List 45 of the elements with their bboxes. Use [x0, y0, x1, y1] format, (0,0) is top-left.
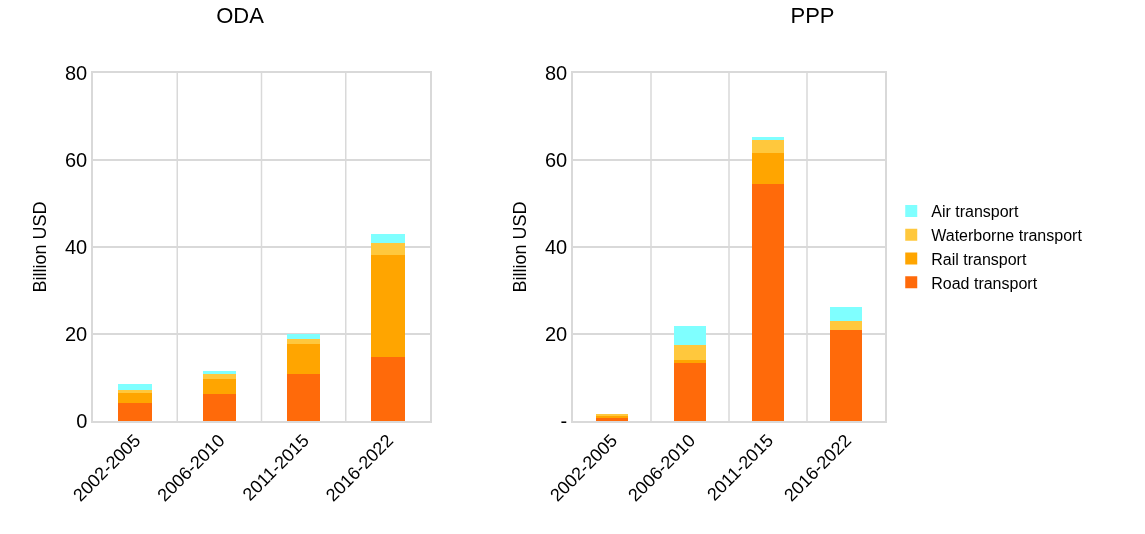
bar	[752, 152, 784, 185]
y-tick-label: 20	[65, 323, 88, 345]
y-axis-title: Billion USD	[509, 201, 530, 293]
y-tick-label: 40	[65, 236, 88, 258]
legend-label: Air transport	[931, 203, 1019, 221]
bar	[202, 374, 237, 379]
bar	[674, 362, 706, 421]
y-tick-label: 40	[545, 236, 568, 258]
y-tick-label: 80	[65, 62, 88, 84]
y-tick-label: -	[560, 410, 568, 432]
bar	[202, 394, 237, 421]
bar	[202, 371, 237, 375]
bar	[371, 357, 405, 421]
bar	[752, 140, 784, 153]
bar	[830, 307, 862, 321]
bar	[752, 184, 784, 421]
legend-label: Waterborne transport	[931, 226, 1083, 244]
y-tick-label: 20	[545, 323, 568, 345]
bar	[674, 360, 706, 363]
bar	[286, 373, 321, 421]
y-tick-label: 60	[65, 149, 88, 171]
y-tick-label: 80	[545, 62, 568, 84]
legend-label: Road transport	[931, 274, 1038, 292]
bar	[371, 233, 405, 244]
bar	[830, 330, 862, 421]
y-axis-title: Billion USD	[29, 201, 50, 293]
bar	[286, 333, 321, 339]
legend-label: Rail transport	[931, 250, 1027, 268]
bar	[674, 326, 706, 346]
bar	[830, 320, 862, 331]
y-tick-label: 60	[545, 149, 568, 171]
bar	[118, 384, 152, 391]
bar	[371, 243, 405, 255]
bar	[286, 343, 321, 374]
bar	[118, 392, 152, 403]
bar	[286, 338, 321, 344]
bar	[202, 378, 237, 395]
bar	[371, 254, 405, 358]
bar	[118, 390, 152, 393]
bar	[118, 402, 152, 421]
chart-title: PPP	[790, 3, 835, 29]
bar	[674, 345, 706, 361]
y-tick-label: 0	[76, 410, 88, 432]
bar	[752, 137, 784, 141]
chart-title: ODA	[216, 3, 265, 29]
